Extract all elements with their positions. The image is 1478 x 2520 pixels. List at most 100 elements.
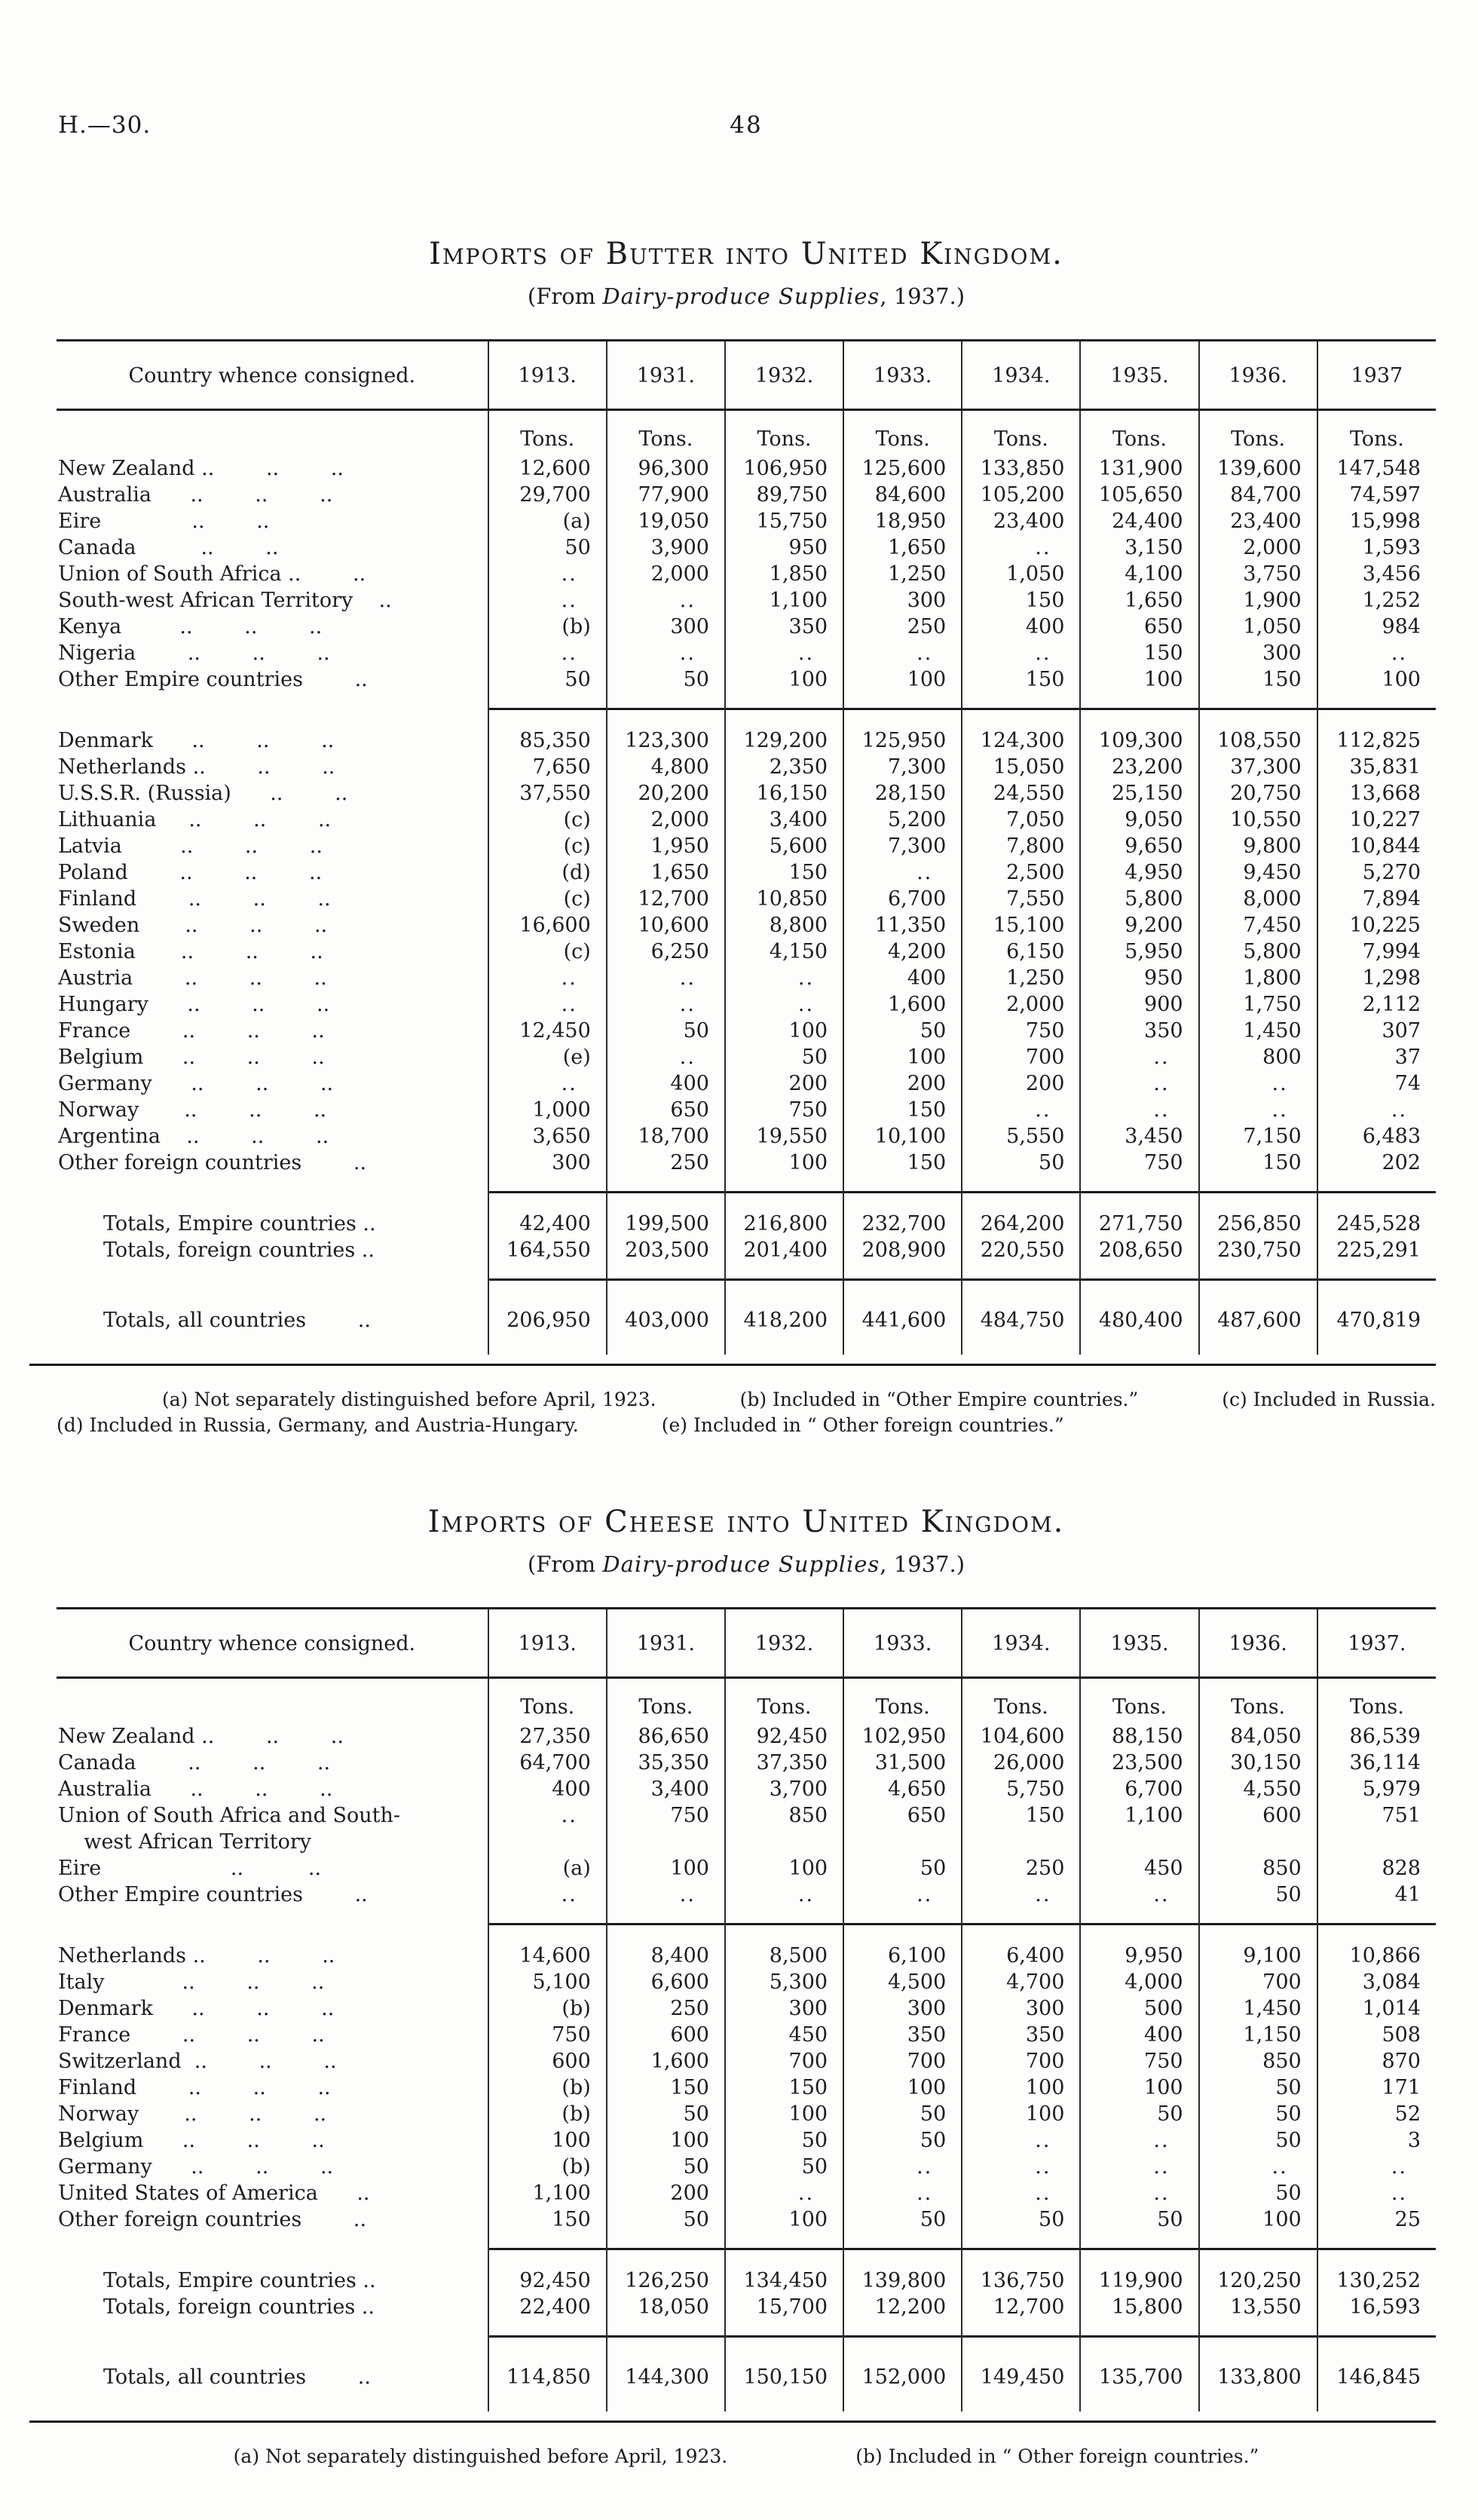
value-cell: 5,200 <box>843 807 962 833</box>
butter-table-title: Imports of Butter into United Kingdom. <box>429 237 1063 271</box>
value-cell: 9,800 <box>1198 833 1317 859</box>
value-cell: 4,800 <box>605 754 725 780</box>
subtitle-source-italic: Dairy-produce Supplies <box>602 283 880 309</box>
value-cell: 2,350 <box>724 754 844 780</box>
value-cell: 19,050 <box>605 508 725 534</box>
row-label: Austria .. .. .. <box>58 966 327 990</box>
table-row: Union of South Africa and South- west Af… <box>57 1802 1436 1855</box>
value-cell: 96,300 <box>605 455 725 482</box>
value-cell: 100 <box>605 2127 725 2154</box>
divider-cell <box>843 2320 962 2355</box>
value-cell: 1,800 <box>1198 965 1317 991</box>
row-label: France .. .. .. <box>58 2023 325 2047</box>
section-divider-line <box>1199 2335 1317 2338</box>
column-header-year: 1931. <box>605 340 725 411</box>
totals-row: Totals, all countries .. 206,950 403,000 41… <box>57 1298 1436 1355</box>
value-cell: 150 <box>1198 666 1317 693</box>
value-cell: 2,000 <box>605 561 725 587</box>
row-label: Eire .. .. <box>58 1857 322 1880</box>
section-divider-line <box>1317 1191 1436 1193</box>
value-cell: .. <box>843 2180 962 2206</box>
section-divider-line <box>1081 2335 1198 2338</box>
divider-cell <box>487 2320 607 2355</box>
value-cell: 100 <box>724 666 844 693</box>
table-row: Austria .. .. ........ 400 1,250 950 1,800 1,… <box>57 965 1436 991</box>
footnote: (a) Not separately distinguished before … <box>162 1389 656 1410</box>
column-header-country: Country whence consigned. <box>57 1608 488 1679</box>
value-cell: .. <box>487 965 607 991</box>
value-cell: 150 <box>724 859 844 886</box>
value-cell: (c) <box>487 938 607 965</box>
footnote: (a) Not separately distinguished before … <box>233 2445 728 2467</box>
value-cell: 300 <box>605 614 725 640</box>
value-cell: 450 <box>1079 1855 1199 1882</box>
value-cell: 450 <box>724 2022 844 2048</box>
value-cell: 5,800 <box>1198 938 1317 965</box>
value-cell: .. <box>961 1882 1081 1908</box>
section-divider-row <box>57 2320 1436 2355</box>
value-cell: 125,600 <box>843 455 962 482</box>
value-cell: 1,750 <box>1198 991 1317 1018</box>
value-cell: 100 <box>843 666 962 693</box>
value-cell: 7,150 <box>1198 1123 1317 1150</box>
value-cell: .. <box>605 1882 725 1908</box>
value-cell: 133,850 <box>961 455 1081 482</box>
column-header-year: 1913. <box>487 1608 607 1679</box>
section-divider-line <box>844 1278 962 1281</box>
row-label: Latvia .. .. .. <box>58 834 323 858</box>
value-cell: 3,650 <box>487 1123 607 1150</box>
section-divider-line <box>1317 708 1436 710</box>
value-cell: 100 <box>724 1855 844 1882</box>
value-cell: 400 <box>487 1776 607 1802</box>
table-row: Hungary .. .. ........ 1,600 2,000 900 1,750… <box>57 991 1436 1018</box>
divider-cell <box>487 1263 607 1298</box>
row-label: South-west African Territory .. <box>58 589 392 612</box>
value-cell: 950 <box>724 534 844 561</box>
divider-cell <box>843 1908 962 1943</box>
table-row: Denmark .. .. .. (b) 250 300 300 300 500 1,450 1… <box>57 1995 1436 2022</box>
country-cell: Finland .. .. .. <box>57 2074 488 2101</box>
table-row: Germany .. .. .... 400 200 200 200.... 74 <box>57 1070 1436 1097</box>
divider-cell <box>605 1176 725 1211</box>
value-cell: 100 <box>961 2101 1081 2127</box>
divider-cell <box>605 2233 725 2267</box>
table-row: Netherlands .. .. .. 14,600 8,400 8,500 6,10… <box>57 1943 1436 1969</box>
value-cell: 300 <box>724 1995 844 2022</box>
value-cell: 102,950 <box>843 1723 962 1750</box>
units-row: Tons. Tons. Tons. Tons. Tons. Tons. Tons. Tons. <box>57 409 1436 455</box>
value-cell: 50 <box>487 666 607 693</box>
divider-cell <box>724 2320 844 2355</box>
value-cell: .. <box>487 991 607 1018</box>
country-cell <box>57 693 488 727</box>
country-cell: France .. .. .. <box>57 2022 488 2048</box>
value-cell: 5,270 <box>1316 859 1436 886</box>
section-divider-line <box>607 2335 724 2338</box>
row-label: Lithuania .. .. .. <box>58 808 332 831</box>
value-cell: .. <box>605 991 725 1018</box>
section-divider-row <box>57 1908 1436 1943</box>
value-cell: 100 <box>843 1044 962 1070</box>
column-header-year: 1933. <box>843 1608 962 1679</box>
section-divider-row <box>57 2233 1436 2267</box>
country-cell: Union of South Africa .. .. <box>57 561 488 587</box>
value-cell: 9,200 <box>1079 912 1199 938</box>
value-cell: 150 <box>605 2074 725 2101</box>
value-cell: 300 <box>843 587 962 614</box>
page-header: H.—30. 48 <box>57 112 1436 148</box>
value-cell: 650 <box>843 1802 962 1855</box>
value-cell: 50 <box>1079 2206 1199 2233</box>
table-row: Sweden .. .. .. 16,600 10,600 8,800 11,350 15… <box>57 912 1436 938</box>
value-cell: 850 <box>1198 2048 1317 2074</box>
value-cell: 16,150 <box>724 780 844 807</box>
section-divider-line <box>488 1191 606 1193</box>
country-cell <box>57 1908 488 1943</box>
value-cell: 100 <box>1079 666 1199 693</box>
column-header-year: 1913. <box>487 340 607 411</box>
divider-cell <box>487 2233 607 2267</box>
value-cell: (d) <box>487 859 607 886</box>
value-cell: 139,600 <box>1198 455 1317 482</box>
country-cell: Estonia .. .. .. <box>57 938 488 965</box>
value-cell: 74,597 <box>1316 482 1436 508</box>
value-cell: 750 <box>724 1097 844 1123</box>
value-cell: 6,700 <box>1079 1776 1199 1802</box>
